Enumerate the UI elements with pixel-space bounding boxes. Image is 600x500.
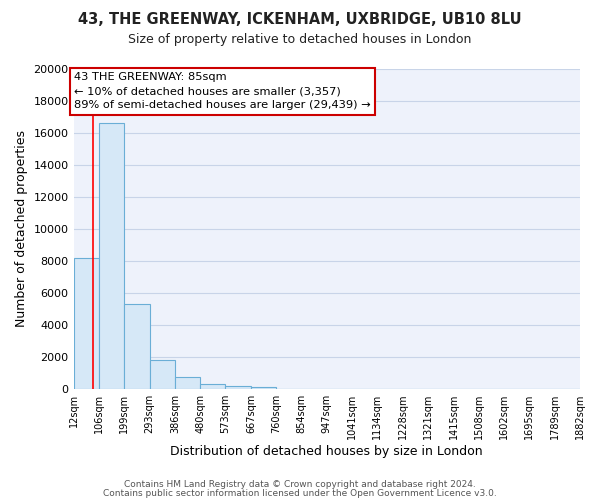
Bar xyxy=(175,376,200,388)
Y-axis label: Number of detached properties: Number of detached properties xyxy=(15,130,28,328)
Bar xyxy=(251,387,276,388)
Bar xyxy=(200,384,226,388)
Bar xyxy=(226,386,251,388)
Text: 43, THE GREENWAY, ICKENHAM, UXBRIDGE, UB10 8LU: 43, THE GREENWAY, ICKENHAM, UXBRIDGE, UB… xyxy=(78,12,522,28)
Text: Size of property relative to detached houses in London: Size of property relative to detached ho… xyxy=(128,32,472,46)
Bar xyxy=(74,258,99,388)
Text: Contains public sector information licensed under the Open Government Licence v3: Contains public sector information licen… xyxy=(103,489,497,498)
Bar xyxy=(149,360,175,388)
Bar xyxy=(124,304,149,388)
X-axis label: Distribution of detached houses by size in London: Distribution of detached houses by size … xyxy=(170,444,483,458)
Text: 43 THE GREENWAY: 85sqm
← 10% of detached houses are smaller (3,357)
89% of semi-: 43 THE GREENWAY: 85sqm ← 10% of detached… xyxy=(74,72,371,110)
Bar xyxy=(99,124,124,388)
Text: Contains HM Land Registry data © Crown copyright and database right 2024.: Contains HM Land Registry data © Crown c… xyxy=(124,480,476,489)
